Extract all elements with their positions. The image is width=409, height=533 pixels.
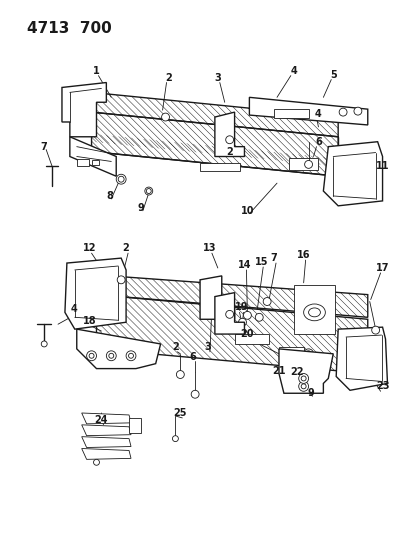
Circle shape [298,374,308,383]
Circle shape [89,353,94,358]
Circle shape [301,376,306,381]
Circle shape [161,113,169,121]
Circle shape [225,310,233,318]
Text: 25: 25 [173,408,187,418]
Circle shape [116,174,126,184]
Polygon shape [129,418,141,433]
Text: 10: 10 [240,206,254,216]
Text: 6: 6 [189,352,196,362]
Polygon shape [81,413,131,424]
Circle shape [225,136,233,144]
Polygon shape [200,276,234,319]
Circle shape [93,459,99,465]
Text: 20: 20 [240,329,254,339]
Circle shape [304,160,312,168]
Circle shape [128,353,133,358]
Text: 6: 6 [314,136,321,147]
Polygon shape [81,448,131,459]
Text: 2: 2 [172,342,178,352]
Text: 4: 4 [314,109,321,119]
Circle shape [301,384,306,389]
Text: 24: 24 [94,415,108,425]
Polygon shape [323,142,382,206]
Circle shape [255,313,263,321]
Text: 16: 16 [296,250,310,260]
Circle shape [338,108,346,116]
Polygon shape [214,112,244,157]
Bar [273,109,308,118]
Text: 13: 13 [203,243,216,253]
Text: 11: 11 [375,161,389,172]
Polygon shape [76,329,160,369]
Circle shape [305,351,311,357]
Bar [234,334,268,344]
Bar [91,160,99,165]
Circle shape [243,311,251,319]
Polygon shape [70,137,116,176]
Circle shape [263,297,270,305]
Polygon shape [65,258,126,329]
Polygon shape [249,98,367,125]
Polygon shape [81,425,131,435]
Text: 4: 4 [290,66,297,76]
Circle shape [191,390,199,398]
Circle shape [86,351,96,361]
Text: 7: 7 [270,253,277,263]
Ellipse shape [303,304,325,321]
Ellipse shape [308,308,319,317]
Circle shape [353,107,361,115]
Text: 8: 8 [106,191,112,201]
Polygon shape [62,83,106,137]
Text: 14: 14 [237,260,251,270]
Circle shape [238,318,246,326]
Text: 4713  700: 4713 700 [27,21,112,36]
Circle shape [172,435,178,442]
Text: 19: 19 [234,302,247,312]
Circle shape [41,341,47,347]
Circle shape [146,189,151,193]
Circle shape [126,351,136,361]
Circle shape [108,353,113,358]
Text: 5: 5 [329,70,336,79]
Circle shape [220,146,228,154]
Circle shape [117,276,125,284]
Circle shape [298,382,308,391]
Circle shape [371,326,379,334]
Polygon shape [278,349,333,393]
Text: 3: 3 [214,72,221,83]
Polygon shape [81,437,131,448]
Polygon shape [335,327,387,390]
Text: 22: 22 [289,367,303,376]
Bar [288,158,318,171]
Circle shape [303,349,313,359]
Text: 12: 12 [83,243,96,253]
Text: 3: 3 [204,342,211,352]
Text: 15: 15 [254,257,267,267]
Text: 23: 23 [375,381,389,391]
Text: 9: 9 [306,388,313,398]
Bar [278,347,303,354]
Text: 2: 2 [226,147,232,157]
Text: 2: 2 [165,72,171,83]
Polygon shape [214,293,244,334]
Circle shape [106,351,116,361]
Bar [293,285,335,334]
Text: 2: 2 [122,243,129,253]
Bar [200,164,239,171]
Circle shape [118,176,124,182]
Text: 17: 17 [375,263,389,273]
Text: 7: 7 [41,142,47,152]
Text: 21: 21 [272,366,285,376]
Circle shape [176,370,184,378]
Text: 9: 9 [137,203,144,213]
Text: 18: 18 [83,316,96,326]
Text: 1: 1 [93,66,100,76]
Text: 4: 4 [70,304,77,314]
Circle shape [144,187,152,195]
Bar [76,159,88,166]
